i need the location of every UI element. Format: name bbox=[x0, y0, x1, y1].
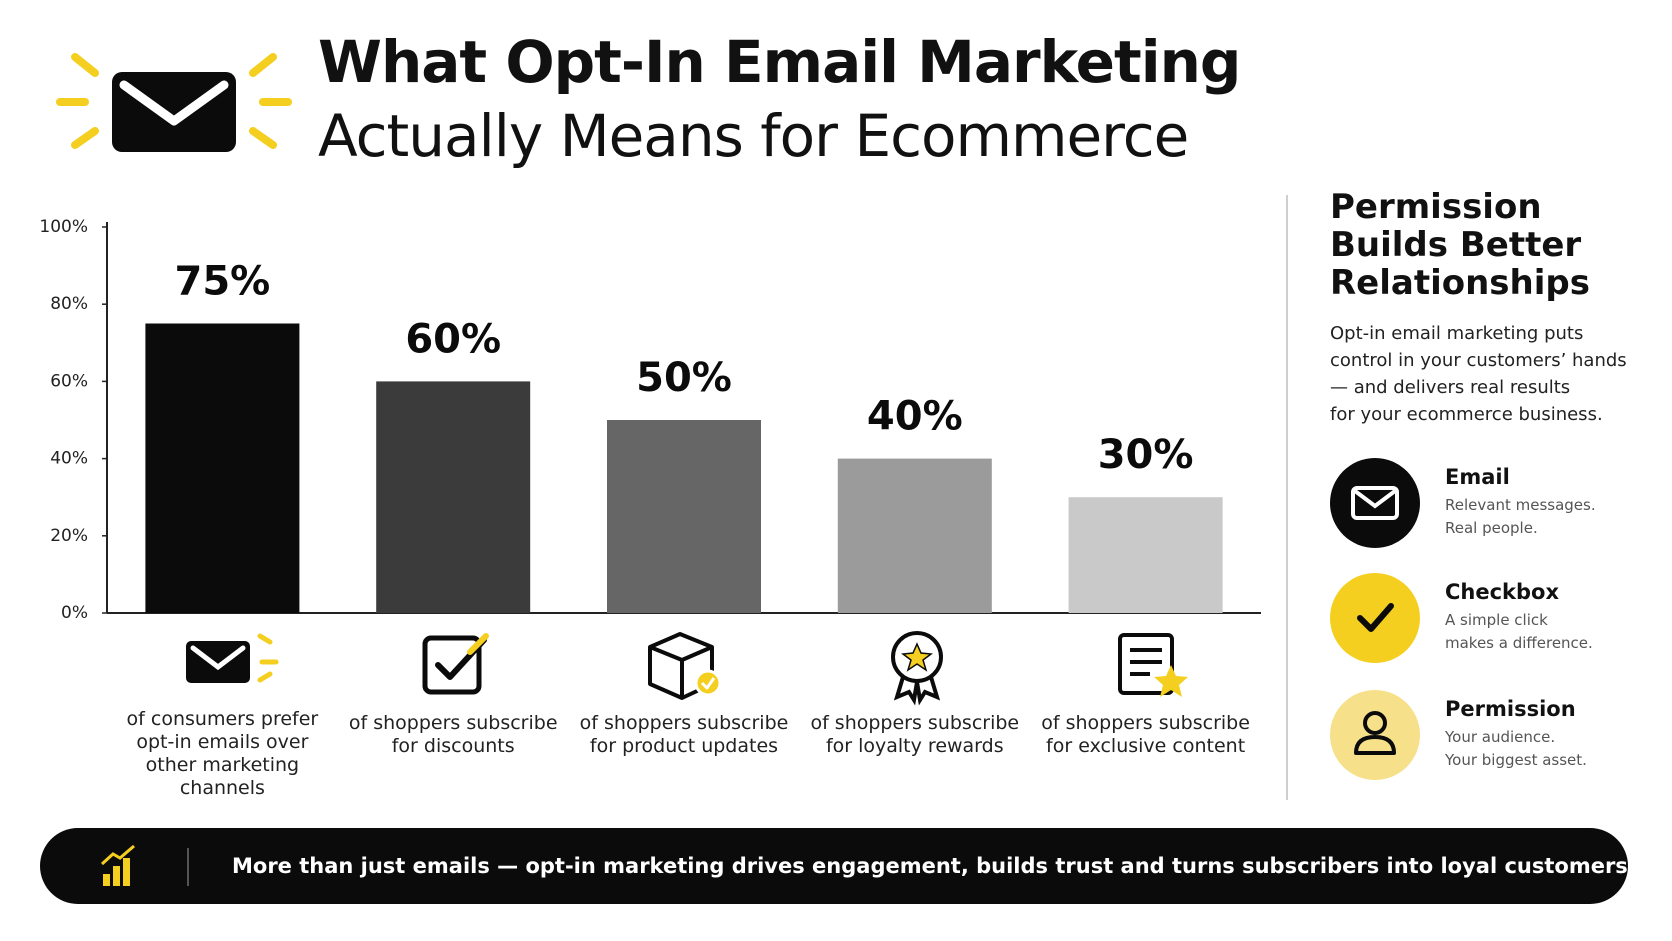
sidebar-icons bbox=[1330, 458, 1420, 780]
item-text: Real people. bbox=[1445, 519, 1538, 537]
y-tick-label: 0% bbox=[61, 603, 88, 623]
bar bbox=[376, 381, 531, 613]
footer-icon bbox=[100, 844, 189, 886]
y-tick-label: 80% bbox=[50, 294, 88, 314]
value-label: 30% bbox=[1098, 432, 1194, 478]
description-line: control in your customers’ hands bbox=[1330, 350, 1627, 371]
category-label: of shoppers subscribe for exclusive cont… bbox=[1041, 712, 1250, 757]
icon-award bbox=[891, 631, 943, 706]
value-label: 60% bbox=[405, 316, 501, 362]
footer-text: More than just emails — opt-in marketing… bbox=[232, 854, 1636, 878]
value-label: 40% bbox=[867, 394, 963, 440]
item-title: Checkbox bbox=[1445, 580, 1560, 604]
icon-box bbox=[648, 632, 722, 700]
description-line: for your ecommerce business. bbox=[1330, 404, 1603, 425]
icon-email bbox=[186, 633, 279, 683]
icon-document bbox=[1118, 633, 1188, 697]
category-label: of shoppers subscribe for loyalty reward… bbox=[810, 712, 1020, 757]
divider bbox=[1286, 195, 1288, 800]
sidebar-title: Permission Builds Better Relationships bbox=[1330, 187, 1590, 303]
header-icon bbox=[56, 53, 292, 152]
y-tick-label: 40% bbox=[50, 449, 88, 469]
category-label: of shoppers subscribe for discounts bbox=[348, 712, 558, 757]
item-text: Your audience. bbox=[1445, 728, 1556, 746]
item-text: makes a difference. bbox=[1445, 634, 1593, 652]
sidebar-description: Opt-in email marketing puts control in yo… bbox=[1330, 320, 1627, 428]
description-line: Opt-in email marketing puts bbox=[1330, 323, 1584, 344]
bar bbox=[607, 420, 761, 613]
y-tick-label: 20% bbox=[50, 526, 88, 546]
title: Actually Means for Ecommerce bbox=[318, 102, 1189, 170]
y-tick-label: 100% bbox=[39, 217, 88, 237]
value-label: 75% bbox=[175, 259, 271, 305]
item-title: Email bbox=[1445, 465, 1510, 489]
icon-checkbox bbox=[422, 633, 489, 695]
item-text: Relevant messages. bbox=[1445, 496, 1596, 514]
value-label: 50% bbox=[636, 355, 732, 401]
bar bbox=[1068, 497, 1223, 613]
item-text: Your biggest asset. bbox=[1445, 751, 1587, 769]
title: What Opt-In Email Marketing bbox=[318, 28, 1241, 96]
category-label: of shoppers subscribe for product update… bbox=[579, 712, 789, 757]
chart: 0% 20% 40% 60% 80% 100% 75% 60% 50% 40% 30% bbox=[39, 217, 1261, 706]
category-label: of consumers prefer opt-in emails over o… bbox=[126, 708, 319, 799]
footer-bar bbox=[40, 828, 1628, 904]
item-text: A simple click bbox=[1445, 611, 1548, 629]
y-tick-label: 60% bbox=[50, 371, 88, 391]
item-title: Permission bbox=[1445, 697, 1576, 721]
bar bbox=[837, 458, 992, 613]
description-line: — and delivers real results bbox=[1330, 377, 1571, 398]
bar bbox=[145, 323, 300, 613]
